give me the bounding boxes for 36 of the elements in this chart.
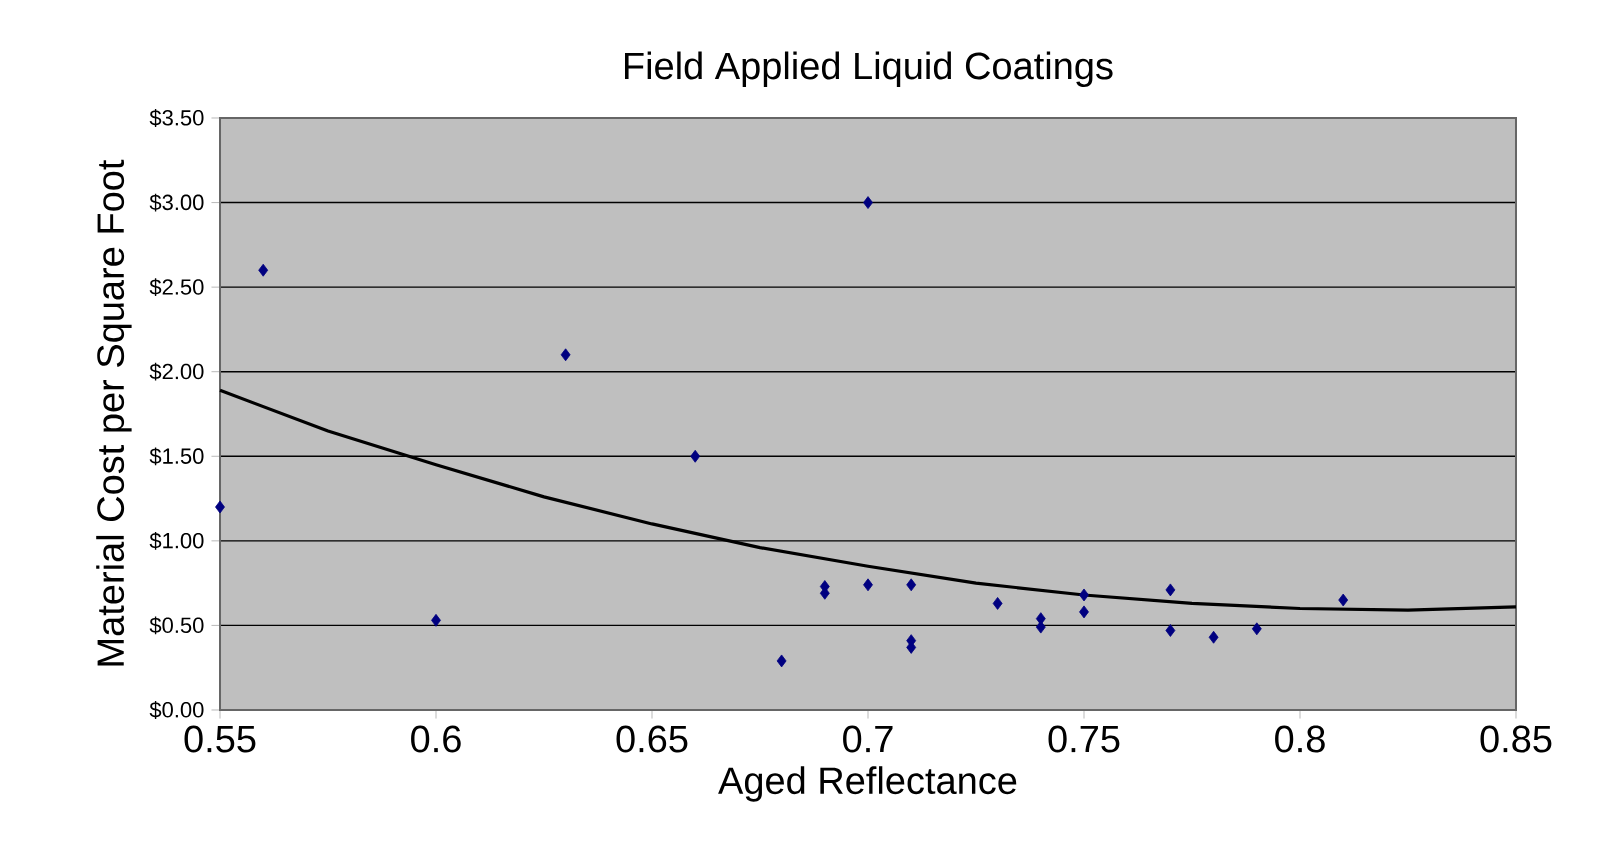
point	[1079, 605, 1089, 619]
x-tick-label: 0.85	[1480, 725, 1552, 753]
y-tick-label: $1.50	[149, 447, 204, 466]
point	[1251, 622, 1262, 636]
point	[690, 449, 701, 463]
point	[258, 263, 269, 277]
point	[1165, 583, 1176, 597]
x-tick-label: 0.8	[1275, 725, 1325, 753]
y-tick-label: $0.00	[149, 701, 204, 719]
y-tick-label: $3.50	[149, 109, 204, 127]
point	[1079, 588, 1089, 602]
x-tick-label: 0.65	[616, 725, 688, 753]
y-axis-title: Material Cost per Square Foot	[96, 159, 132, 666]
x-tick-label: 0.7	[843, 725, 893, 753]
y-tick-label: $2.00	[149, 362, 204, 381]
point	[1165, 624, 1176, 637]
x-tick-label: 0.75	[1048, 725, 1120, 753]
x-tick-label: 0.6	[411, 725, 461, 753]
point	[1338, 593, 1349, 607]
point	[431, 613, 441, 627]
y-tick-label: $1.00	[149, 531, 204, 550]
point	[863, 578, 873, 592]
point	[1208, 630, 1219, 644]
y-tick-label: $0.50	[149, 616, 204, 635]
point	[906, 578, 917, 592]
point	[1035, 620, 1046, 634]
y-tick-label: $3.00	[149, 193, 204, 212]
x-axis-title: Aged Reflectance	[718, 766, 1017, 802]
point	[992, 597, 1003, 610]
chart-title: Field Applied Liquid Coatings	[625, 51, 1113, 87]
point	[215, 500, 225, 514]
point	[776, 654, 787, 668]
point	[560, 348, 571, 362]
y-tick-label: $2.50	[149, 278, 204, 297]
point	[863, 196, 873, 209]
x-tick-label: 0.55	[184, 725, 256, 753]
